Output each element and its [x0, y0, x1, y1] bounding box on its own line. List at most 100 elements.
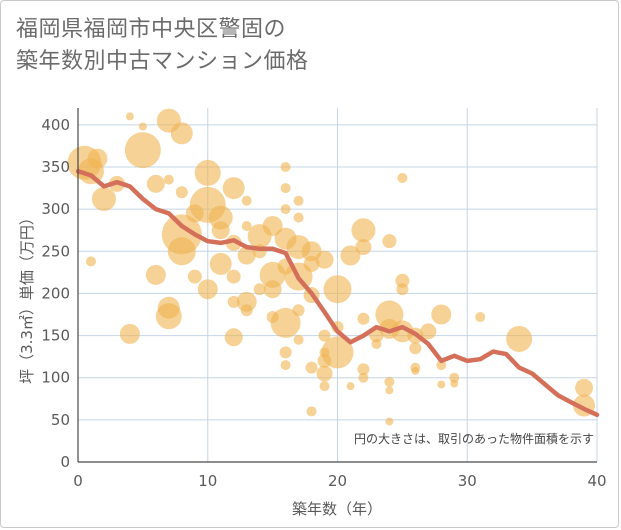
bubble-point: [240, 304, 253, 317]
bubble-point: [253, 283, 266, 296]
bubble-point: [262, 216, 283, 236]
tick-labels: 0 50 100 150 200 250 300 350 400 0 10 20 30 40: [41, 116, 606, 490]
bubble-point: [385, 386, 394, 395]
bubble-point: [293, 195, 304, 206]
bubble-point: [346, 382, 355, 391]
bubble-point: [167, 237, 196, 266]
bubble-point: [575, 378, 594, 397]
bubble-point: [305, 361, 318, 374]
chart-title-line-1: 福岡県福岡市中央区警固の: [16, 17, 287, 42]
bubble-point: [396, 283, 409, 296]
y-tick-label: 200: [41, 284, 70, 302]
bubble-point: [323, 275, 352, 304]
bubble-point: [371, 339, 382, 349]
bubble-point: [138, 122, 147, 131]
bubble-point: [241, 221, 252, 231]
bubble-point: [437, 380, 446, 389]
bubble-point: [280, 183, 291, 194]
bubble-point: [270, 307, 301, 338]
bubble-point: [224, 328, 243, 347]
bubble-point: [357, 363, 370, 376]
bubble-point: [279, 346, 292, 359]
bubble-point: [375, 300, 404, 329]
bubble-point: [292, 304, 305, 317]
bubble-point: [124, 132, 161, 169]
y-tick-label: 350: [41, 158, 70, 176]
bubble-point: [449, 372, 460, 383]
bubble-point: [357, 312, 370, 325]
bubble-point: [197, 279, 218, 300]
bubble-size-annotation: 円の大きさは、取引のあった物件面積を示す: [354, 431, 594, 446]
y-tick-label: 0: [60, 453, 70, 471]
chart-title-line-2: 築年数別中古マンション価格: [16, 49, 309, 74]
bubble-point: [241, 195, 252, 206]
bubble-point: [351, 218, 376, 243]
x-tick-label: 30: [458, 472, 477, 490]
bubble-point: [226, 269, 241, 284]
bubble-point: [316, 365, 333, 382]
bubble-point: [91, 187, 116, 212]
bubble-point: [125, 112, 134, 121]
bubble-point: [237, 246, 256, 265]
y-tick-label: 250: [41, 242, 70, 260]
bubble-point: [280, 360, 291, 371]
bubble-point: [450, 379, 459, 388]
bubble-point: [227, 295, 240, 308]
bubble-point: [209, 252, 232, 275]
bubble-point: [436, 360, 447, 371]
bubble-point: [146, 174, 165, 193]
trend-line: [75, 168, 600, 418]
bubble-point: [87, 148, 108, 169]
bubble-point: [358, 372, 369, 383]
y-axis-label: 坪（3.3㎡）単価（万円）: [18, 210, 36, 384]
bubble-point: [280, 162, 291, 172]
bubble-point: [420, 323, 437, 340]
bubble-point: [145, 264, 166, 285]
bubble-point: [384, 376, 395, 387]
bubble-point: [85, 256, 96, 267]
trend-series: [75, 168, 600, 418]
bubble-point: [385, 417, 394, 426]
bubble-series: [67, 108, 596, 426]
y-tick-label: 400: [41, 116, 70, 134]
bubble-point: [194, 159, 221, 186]
bubble-point: [163, 174, 174, 185]
bubble-point: [236, 291, 257, 312]
axes: [77, 108, 597, 463]
bubble-point: [263, 280, 282, 299]
bubble-point: [170, 122, 193, 145]
bubble-point: [397, 172, 408, 183]
bubble-point: [319, 381, 330, 392]
y-tick-label: 150: [41, 327, 70, 345]
bubble-point: [411, 366, 420, 375]
bubble-point: [211, 221, 230, 240]
bubble-point: [506, 325, 533, 352]
y-tick-label: 100: [41, 369, 70, 387]
bubble-point: [355, 239, 372, 256]
bubble-point: [318, 329, 331, 342]
bubble-point: [155, 303, 182, 330]
bubble-point: [119, 323, 140, 344]
bubble-point: [306, 406, 317, 417]
bubble-point: [315, 250, 334, 269]
y-tick-label: 50: [51, 411, 70, 429]
bubble-point: [395, 273, 410, 288]
bubble-point: [475, 312, 486, 323]
bubble-point: [293, 212, 304, 223]
bubble-point: [187, 269, 202, 284]
bubble-point: [280, 204, 291, 215]
bubble-point: [382, 234, 397, 249]
x-tick-label: 10: [198, 472, 217, 490]
x-tick-label: 40: [587, 472, 606, 490]
bubble-point: [293, 334, 304, 345]
bubble-point: [222, 177, 245, 200]
x-axis-label: 築年数（年）: [292, 500, 382, 518]
chart-title: 福岡県福岡市中央区警固の 築年数別中古マンション価格: [16, 14, 309, 78]
bubble-point: [431, 304, 452, 325]
x-tick-label: 0: [73, 472, 83, 490]
bubble-point: [175, 186, 188, 199]
x-tick-label: 20: [328, 472, 347, 490]
bubble-point: [340, 245, 361, 266]
y-tick-label: 300: [41, 200, 70, 218]
